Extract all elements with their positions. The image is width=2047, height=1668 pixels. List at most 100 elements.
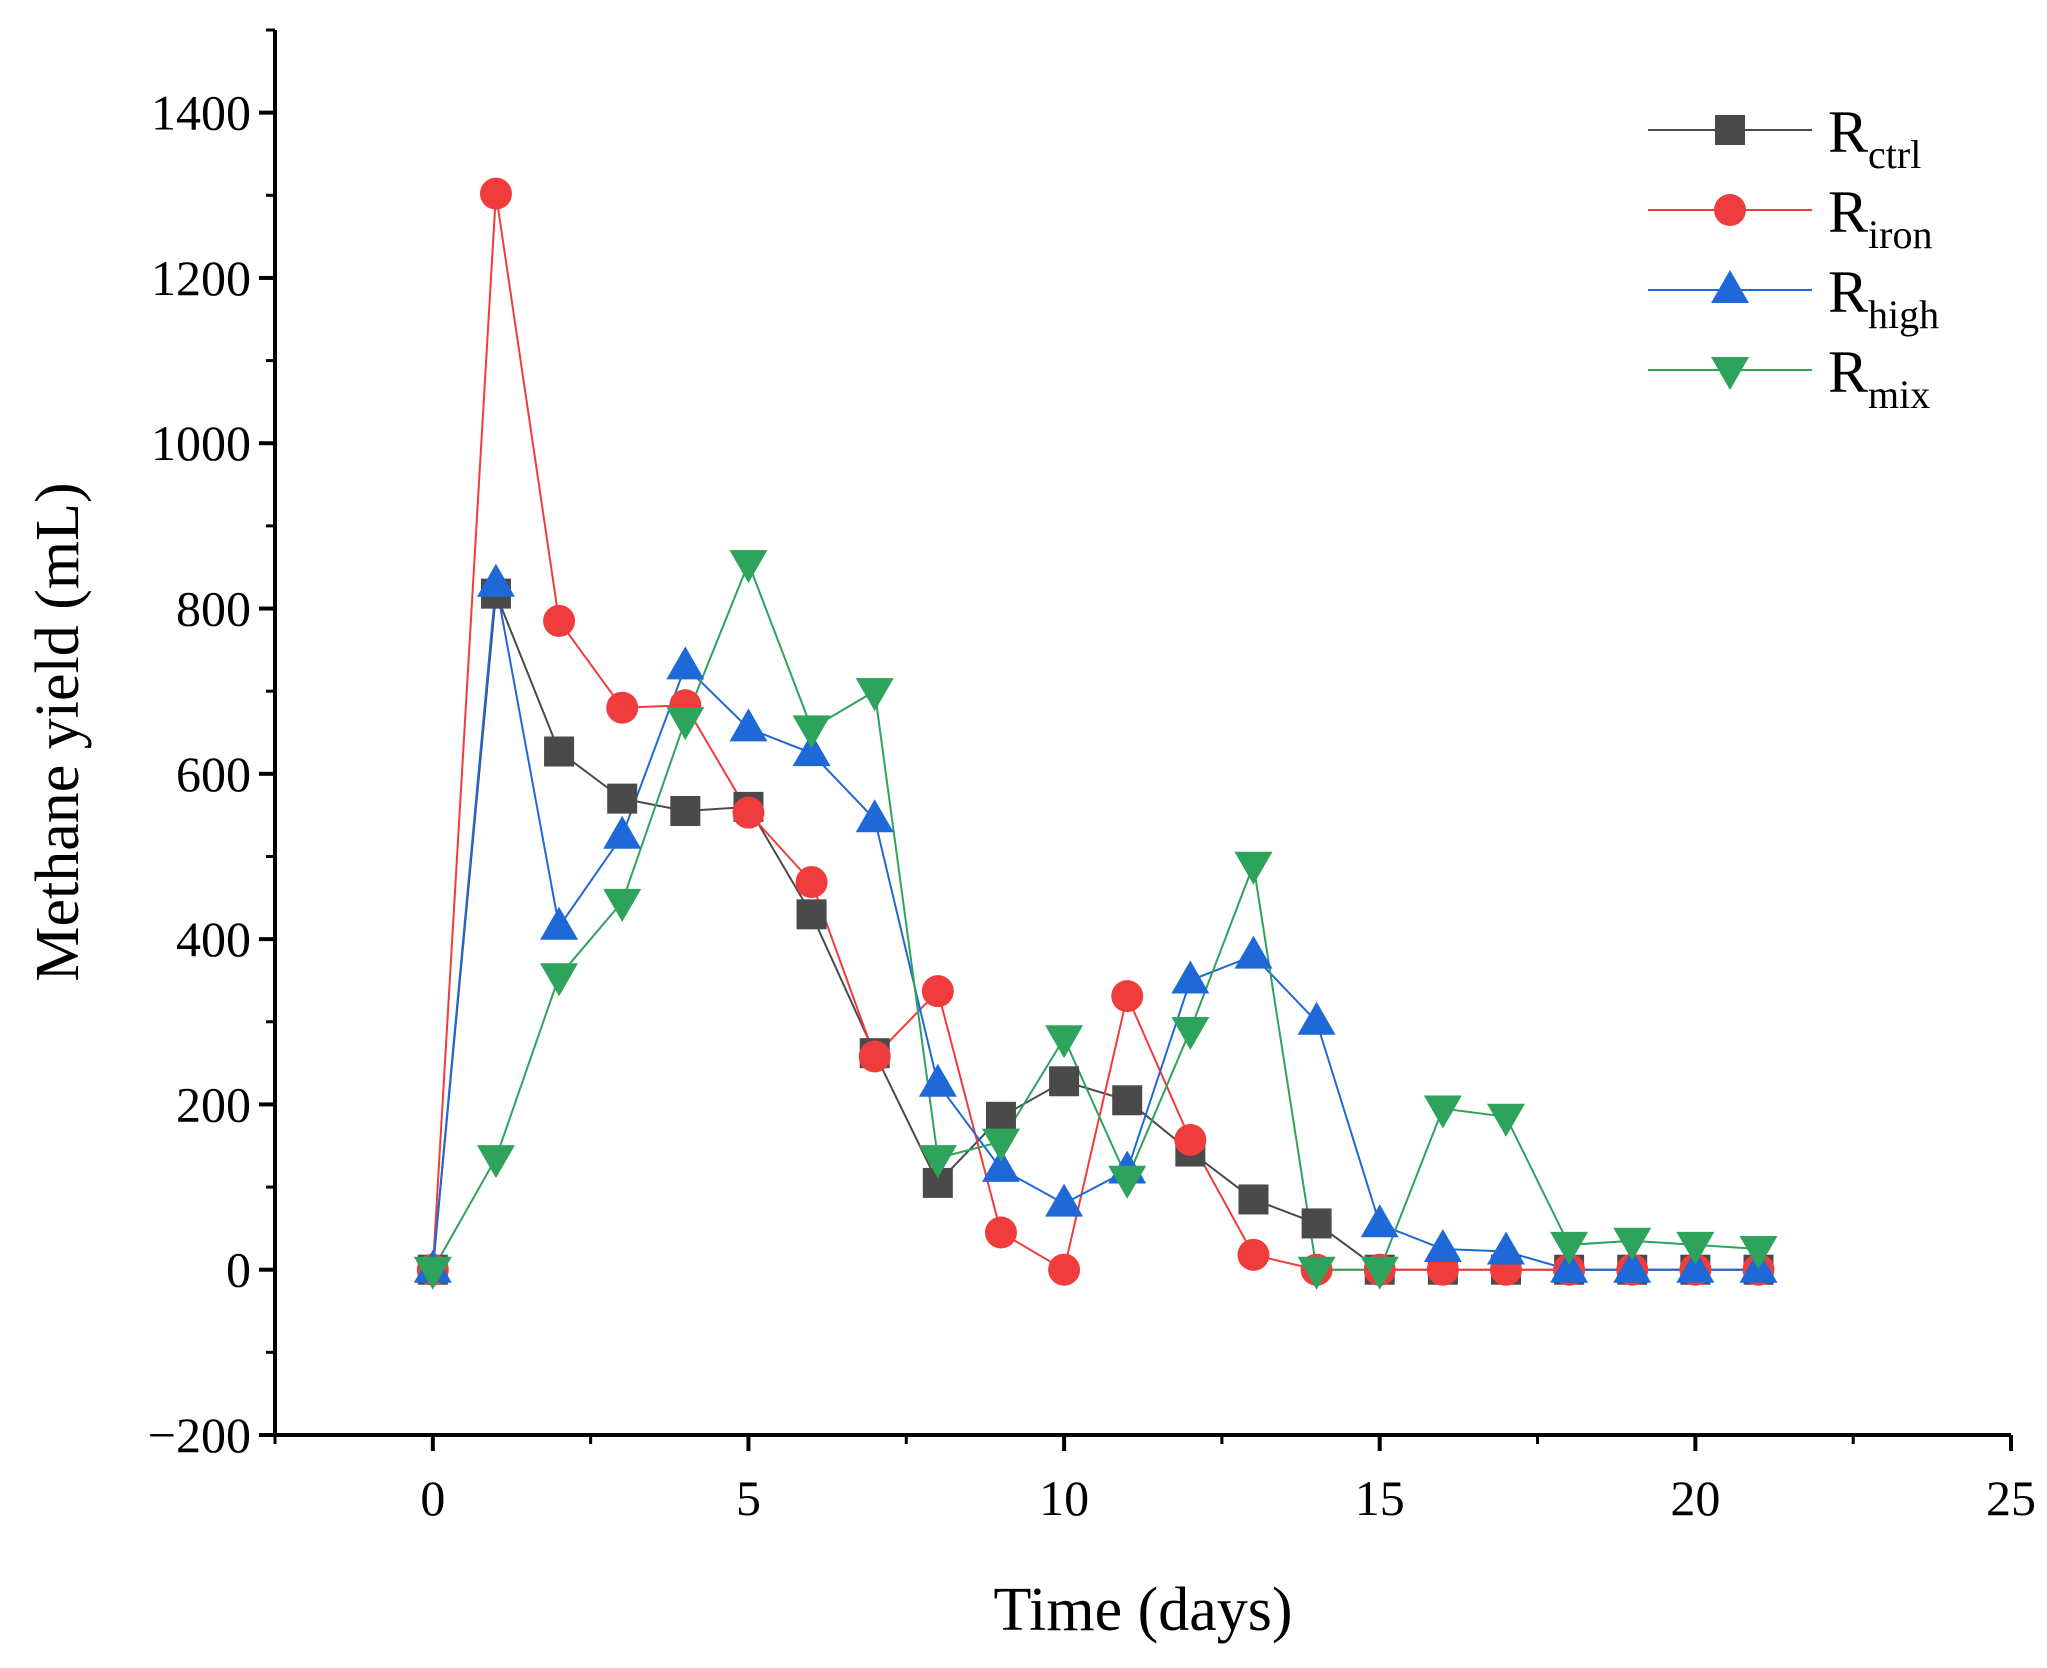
y-tick-label: −200 [148, 1407, 251, 1463]
axis-ticks: 0 5 10 15 20 25 −200 0 200 400 600 800 1000 1200 1400 [148, 28, 2036, 1526]
legend-label-subscript: ctrl [1868, 132, 1921, 177]
data-point-mix [981, 1128, 1020, 1162]
data-point-ctrl [1112, 1085, 1143, 1116]
y-tick-label: 1400 [151, 85, 251, 141]
legend-label-main: R [1828, 259, 1868, 325]
data-point-high [476, 563, 515, 597]
data-point-ctrl [1301, 1208, 1332, 1239]
data-point-mix [540, 963, 579, 997]
data-point-iron [984, 1216, 1017, 1249]
data-point-ctrl [1049, 1066, 1080, 1097]
data-point-mix [1613, 1227, 1652, 1261]
data-point-mix [1297, 1256, 1336, 1290]
data-point-mix [1423, 1095, 1462, 1129]
y-tick-label: 1200 [151, 250, 251, 306]
data-point-mix [792, 715, 831, 749]
x-tick-label: 25 [1986, 1470, 2036, 1526]
data-point-high [792, 733, 831, 767]
x-tick-label: 15 [1355, 1470, 1405, 1526]
series-line-iron [431, 193, 1759, 1272]
markers-high [413, 563, 1778, 1283]
axes [273, 30, 2011, 1437]
y-axis-title: Methane yield (mL) [24, 482, 92, 981]
data-point-mix [1676, 1231, 1715, 1265]
data-point-high [1486, 1231, 1525, 1265]
legend-marker-high [1711, 270, 1749, 303]
legend-marker-ctrl [1715, 115, 1745, 145]
data-point-high [1423, 1229, 1462, 1263]
data-point-iron [1111, 980, 1144, 1013]
x-tick-label: 5 [736, 1470, 761, 1526]
y-tick-label: 600 [176, 746, 251, 802]
data-point-mix [413, 1256, 452, 1290]
legend-label-subscript: mix [1868, 372, 1930, 417]
series-lines [431, 193, 1759, 1272]
data-point-ctrl [796, 899, 827, 930]
x-tick-label: 20 [1670, 1470, 1720, 1526]
series-markers [413, 177, 1778, 1290]
legend-label-main: R [1828, 99, 1868, 165]
data-point-mix [1739, 1236, 1778, 1270]
data-point-high [1297, 1001, 1336, 1035]
legend-label-main: R [1828, 339, 1868, 405]
data-point-ctrl [985, 1101, 1016, 1132]
x-axis-title: Time (days) [993, 1576, 1292, 1644]
data-point-mix [855, 678, 894, 712]
data-point-iron [732, 796, 765, 829]
data-point-high [1360, 1204, 1399, 1238]
y-tick-label: 200 [176, 1076, 251, 1132]
y-tick-label: 800 [176, 581, 251, 637]
data-point-high [918, 1063, 957, 1097]
data-point-mix [1045, 1025, 1084, 1059]
data-point-high [1550, 1249, 1589, 1283]
data-point-mix [1234, 851, 1273, 885]
data-point-high [666, 646, 705, 680]
legend-label-subscript: iron [1868, 212, 1932, 257]
y-tick-label: 400 [176, 911, 251, 967]
data-point-iron [479, 177, 512, 210]
data-point-iron [606, 691, 639, 724]
data-point-mix [1486, 1103, 1525, 1137]
data-point-mix [1360, 1256, 1399, 1290]
data-point-ctrl [670, 796, 701, 827]
data-point-iron [1174, 1123, 1207, 1156]
legend-marker-iron [1714, 194, 1746, 226]
series-line-mix [431, 560, 1759, 1271]
data-point-high [981, 1148, 1020, 1182]
legend-label-iron: Riron [1828, 179, 1932, 257]
legend-label-mix: Rmix [1828, 339, 1930, 417]
data-point-mix [1550, 1231, 1589, 1265]
data-point-high [603, 815, 642, 849]
data-point-mix [603, 888, 642, 922]
data-point-ctrl [607, 783, 638, 814]
data-point-high [540, 906, 579, 940]
data-point-mix [1171, 1017, 1210, 1051]
markers-ctrl [417, 578, 1774, 1285]
x-tick-label: 10 [1039, 1470, 1089, 1526]
data-point-high [1613, 1249, 1652, 1283]
legend-label-subscript: high [1868, 292, 1939, 337]
data-point-iron [858, 1040, 891, 1073]
data-point-high [855, 799, 894, 833]
legend-label-main: R [1828, 179, 1868, 245]
legend-label-high: Rhigh [1828, 259, 1939, 337]
data-point-high [729, 708, 768, 742]
data-point-mix [476, 1145, 515, 1179]
data-point-high [1045, 1183, 1084, 1217]
y-tick-label: 1000 [151, 415, 251, 471]
data-point-iron [543, 604, 576, 637]
legend-label-ctrl: Rctrl [1828, 99, 1921, 177]
legend-marker-mix [1711, 357, 1749, 390]
data-point-mix [729, 550, 768, 584]
x-tick-label: 0 [420, 1470, 445, 1526]
data-point-iron [1048, 1253, 1081, 1286]
markers-iron [416, 177, 1775, 1286]
markers-mix [413, 550, 1778, 1290]
data-point-ctrl [544, 736, 575, 767]
data-point-iron [795, 866, 828, 899]
y-tick-label: 0 [226, 1242, 251, 1298]
data-point-ctrl [1238, 1184, 1269, 1215]
data-point-high [1676, 1249, 1715, 1283]
data-point-high [1234, 935, 1273, 969]
